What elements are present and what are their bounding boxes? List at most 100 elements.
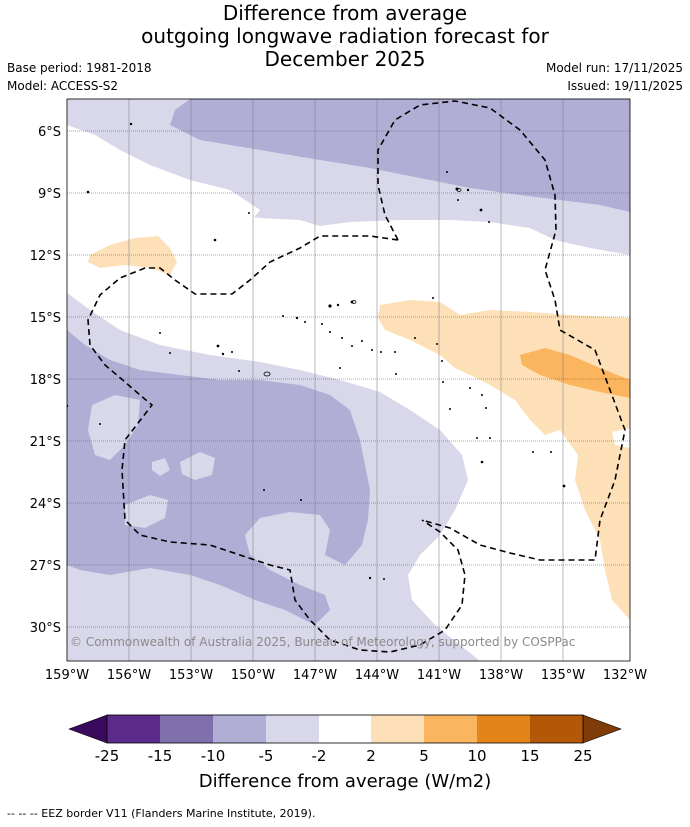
island bbox=[304, 321, 306, 323]
island bbox=[216, 344, 220, 348]
colorbar-tick-label: 2 bbox=[366, 747, 376, 765]
island bbox=[295, 316, 299, 320]
model-name: Model: ACCESS-S2 bbox=[7, 79, 119, 93]
eez-border-central bbox=[87, 235, 466, 653]
anomaly-hole-2 bbox=[180, 452, 215, 480]
colorbar-tick-label: 5 bbox=[419, 747, 429, 765]
eez-border-north bbox=[377, 100, 626, 561]
colorbar-tick-label: 15 bbox=[520, 747, 539, 765]
island bbox=[479, 208, 483, 212]
colorbar-label: Difference from average (W/m2) bbox=[199, 771, 491, 792]
island bbox=[481, 394, 483, 396]
island bbox=[321, 323, 323, 325]
colorbar-frame bbox=[106, 714, 584, 744]
island bbox=[231, 351, 233, 353]
colorbar-over-arrow bbox=[582, 714, 622, 744]
lon-label: 144°W bbox=[355, 668, 399, 683]
island bbox=[248, 212, 250, 214]
island bbox=[329, 331, 331, 333]
lat-label: 9°S bbox=[38, 187, 61, 202]
island bbox=[449, 408, 451, 410]
island bbox=[368, 576, 372, 580]
island bbox=[169, 352, 171, 354]
island bbox=[442, 381, 444, 383]
anomaly-hole-1 bbox=[88, 395, 140, 460]
island bbox=[213, 238, 217, 242]
colorbar-ticks: -25 -15 -10 -5 -2 2 5 10 15 25 bbox=[95, 747, 593, 765]
colorbar-tick-label: -2 bbox=[312, 747, 327, 765]
map-plot-area: © Commonwealth of Australia 2025, Bureau… bbox=[67, 99, 630, 661]
chart-title: Difference from average outgoing longwav… bbox=[0, 2, 690, 71]
lon-label: 132°W bbox=[603, 668, 647, 683]
island bbox=[395, 373, 397, 375]
island-outlines bbox=[263, 188, 462, 377]
eez-legend-footer: -- -- -- EEZ border V11 (Flanders Marine… bbox=[7, 807, 316, 820]
lat-label: 21°S bbox=[30, 435, 61, 450]
lat-axis: 6°S 9°S 12°S 15°S 18°S 21°S 24°S 27°S 30… bbox=[30, 125, 61, 636]
colorbar-tick-label: -15 bbox=[148, 747, 173, 765]
island bbox=[414, 337, 416, 339]
island bbox=[263, 489, 265, 491]
anomaly-region-east-orange bbox=[520, 348, 630, 398]
island bbox=[532, 451, 534, 453]
lon-label: 141°W bbox=[417, 668, 461, 683]
island-outline bbox=[263, 371, 271, 377]
island bbox=[476, 437, 478, 439]
islands bbox=[67, 122, 566, 580]
title-line-2: outgoing longwave radiation forecast for bbox=[141, 24, 549, 48]
graticule bbox=[128, 99, 564, 661]
colorbar: -25 -15 -10 -5 -2 2 5 10 15 25 Differenc… bbox=[68, 714, 622, 792]
lat-label: 15°S bbox=[30, 311, 61, 326]
colorbar-bin bbox=[477, 715, 530, 743]
island bbox=[238, 370, 240, 372]
lon-label: 150°W bbox=[231, 668, 275, 683]
issued-date: Issued: 19/11/2025 bbox=[567, 79, 683, 93]
island bbox=[489, 437, 491, 439]
lon-label: 153°W bbox=[169, 668, 213, 683]
island bbox=[466, 188, 470, 192]
lat-label: 12°S bbox=[30, 249, 61, 264]
copyright-text: © Commonwealth of Australia 2025, Bureau… bbox=[70, 635, 575, 649]
meta-left: Base period: 1981-2018 Model: ACCESS-S2 bbox=[7, 59, 152, 95]
island bbox=[361, 340, 363, 342]
lon-axis: 159°W 156°W 153°W 150°W 147°W 144°W 141°… bbox=[45, 668, 647, 683]
island bbox=[446, 171, 448, 173]
lat-label: 18°S bbox=[30, 373, 61, 388]
colorbar-bin bbox=[213, 715, 266, 743]
island bbox=[371, 349, 373, 351]
lon-label: 147°W bbox=[293, 668, 337, 683]
island-outline bbox=[456, 188, 462, 192]
island bbox=[469, 387, 471, 389]
island bbox=[328, 304, 332, 308]
neutral-region-northwest bbox=[67, 125, 260, 222]
island bbox=[432, 297, 434, 299]
colorbar-tick-label: -5 bbox=[259, 747, 274, 765]
lon-label: 156°W bbox=[107, 668, 151, 683]
island bbox=[282, 315, 284, 317]
island-outline bbox=[351, 300, 357, 304]
anomaly-hole-3 bbox=[152, 458, 170, 476]
island bbox=[86, 190, 90, 194]
colorbar-bin bbox=[530, 715, 583, 743]
colorbar-bin bbox=[266, 715, 319, 743]
island bbox=[339, 367, 341, 369]
neutral-hole-east bbox=[612, 428, 630, 448]
base-period: Base period: 1981-2018 bbox=[7, 61, 152, 75]
meta-right: Model run: 17/11/2025 Issued: 19/11/2025 bbox=[546, 59, 683, 95]
anomaly-patch-northwest-orange bbox=[88, 236, 177, 275]
island bbox=[300, 499, 302, 501]
colorbar-bin bbox=[371, 715, 424, 743]
colorbar-tick-label: -25 bbox=[95, 747, 120, 765]
colorbar-tick-label: -10 bbox=[201, 747, 226, 765]
island bbox=[550, 451, 552, 453]
island bbox=[480, 460, 484, 464]
island bbox=[221, 352, 225, 356]
lon-label: 138°W bbox=[479, 668, 523, 683]
colorbar-tick-label: 25 bbox=[573, 747, 592, 765]
model-run: Model run: 17/11/2025 bbox=[545, 61, 683, 75]
eez-borders bbox=[87, 100, 626, 653]
colorbar-bin bbox=[107, 715, 160, 743]
map-frame bbox=[66, 98, 631, 662]
island bbox=[336, 303, 340, 307]
